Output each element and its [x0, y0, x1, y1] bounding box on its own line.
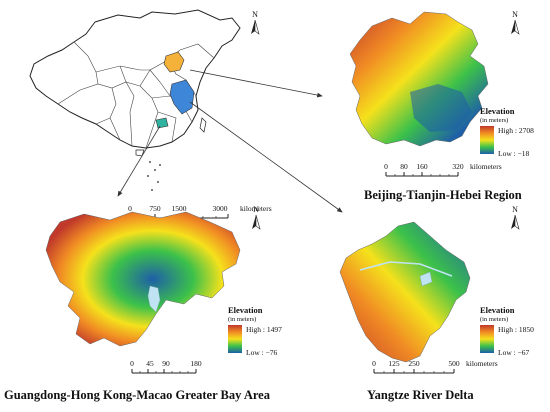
- yrd-yangtze-river: [359, 261, 453, 277]
- arrow-to-yrd: [189, 101, 343, 213]
- bth-lowland-texture: [410, 84, 472, 132]
- bth-panel: N Elevation (in meters) High : 2708 Low …: [349, 10, 534, 202]
- bth-title: Beijing-Tianjin-Hebei Region: [364, 188, 522, 202]
- gba-panel: N Elevation (in meters) High : 1497 Low …: [4, 205, 282, 402]
- yrd-highlight: [169, 79, 195, 115]
- gba-title: Guangdong-Hong Kong-Macao Greater Bay Ar…: [4, 388, 271, 402]
- overview-scale-tick-0: 0: [128, 204, 132, 213]
- bth-highlight: [163, 51, 185, 73]
- bth-legend-colorbar: [480, 126, 494, 154]
- yrd-legend-low: Low : −67: [498, 348, 530, 357]
- gba-north-label: N: [253, 205, 259, 214]
- gba-legend-low: Low : −76: [246, 348, 278, 357]
- yrd-panel: N Elevation (in meters) High : 1850 Low …: [339, 205, 534, 402]
- bth-scale-bar: 0 80 160 320 kilometers: [384, 162, 502, 177]
- bth-scale-tick-2: 160: [416, 162, 428, 171]
- yrd-taihu-lake: [419, 271, 433, 287]
- yrd-legend-high: High : 1850: [498, 325, 534, 334]
- bth-legend-high: High : 2708: [498, 126, 534, 135]
- yrd-scale-tick-0: 0: [372, 359, 376, 368]
- south-china-sea-islands: [147, 161, 161, 191]
- arrow-to-bth: [189, 69, 323, 98]
- overview-scale-tick-3: 3000: [213, 204, 228, 213]
- gba-pearl-river-estuary: [147, 285, 161, 313]
- gba-legend: Elevation (in meters) High : 1497 Low : …: [228, 305, 282, 357]
- china-overview-map: N 0 750 1500 3000 kilometers: [29, 9, 272, 219]
- yrd-legend-subtitle: (in meters): [480, 316, 508, 323]
- yrd-north-arrow: N: [511, 205, 520, 230]
- gba-north-arrow: N: [252, 205, 261, 230]
- china-outline: [29, 9, 241, 149]
- bth-north-arrow: N: [511, 10, 520, 35]
- taiwan-island: [199, 117, 207, 133]
- yrd-elevation-map: [339, 221, 471, 363]
- overview-scale-tick-2: 1500: [172, 204, 187, 213]
- gba-legend-colorbar: [228, 325, 242, 353]
- bth-scale-tick-1: 80: [400, 162, 408, 171]
- gba-highlight: [155, 117, 169, 129]
- yrd-scale-tick-1: 125: [388, 359, 400, 368]
- bth-legend-subtitle: (in meters): [480, 117, 508, 124]
- gba-scale-bar: 0 45 90 180: [130, 359, 202, 374]
- gba-legend-high: High : 1497: [246, 325, 282, 334]
- overview-north-label: N: [252, 10, 258, 19]
- overview-scale-tick-1: 750: [149, 204, 161, 213]
- arrow-to-gba: [117, 125, 161, 197]
- yrd-legend-colorbar: [480, 325, 494, 353]
- yrd-legend: Elevation (in meters) High : 1850 Low : …: [480, 305, 534, 357]
- gba-scale-tick-3: 180: [190, 359, 202, 368]
- bth-legend-title: Elevation: [480, 106, 515, 116]
- bth-legend: Elevation (in meters) High : 2708 Low : …: [480, 106, 534, 158]
- gba-legend-subtitle: (in meters): [228, 316, 256, 323]
- yrd-north-label: N: [512, 205, 518, 214]
- yrd-scale-bar: 0 125 250 500 kilometers: [372, 359, 498, 374]
- yrd-scale-tick-3: 500: [448, 359, 460, 368]
- yrd-scale-tick-2: 250: [408, 359, 420, 368]
- gba-scale-tick-1: 45: [146, 359, 154, 368]
- yrd-legend-title: Elevation: [480, 305, 515, 315]
- gba-legend-title: Elevation: [228, 305, 263, 315]
- overview-north-arrow: N: [251, 10, 260, 35]
- overview-scale-unit: kilometers: [240, 204, 272, 213]
- gba-scale-tick-2: 90: [162, 359, 170, 368]
- bth-elevation-map: [349, 11, 489, 147]
- bth-scale-unit: kilometers: [470, 162, 502, 171]
- yrd-scale-unit: kilometers: [466, 359, 498, 368]
- gba-elevation-map: [45, 211, 241, 347]
- bth-scale-tick-0: 0: [384, 162, 388, 171]
- gba-scale-tick-0: 0: [130, 359, 134, 368]
- connector-arrows: [117, 69, 343, 213]
- yrd-title: Yangtze River Delta: [367, 388, 474, 402]
- bth-legend-low: Low : −18: [498, 149, 530, 158]
- bth-scale-tick-3: 320: [452, 162, 464, 171]
- bth-north-label: N: [512, 10, 518, 19]
